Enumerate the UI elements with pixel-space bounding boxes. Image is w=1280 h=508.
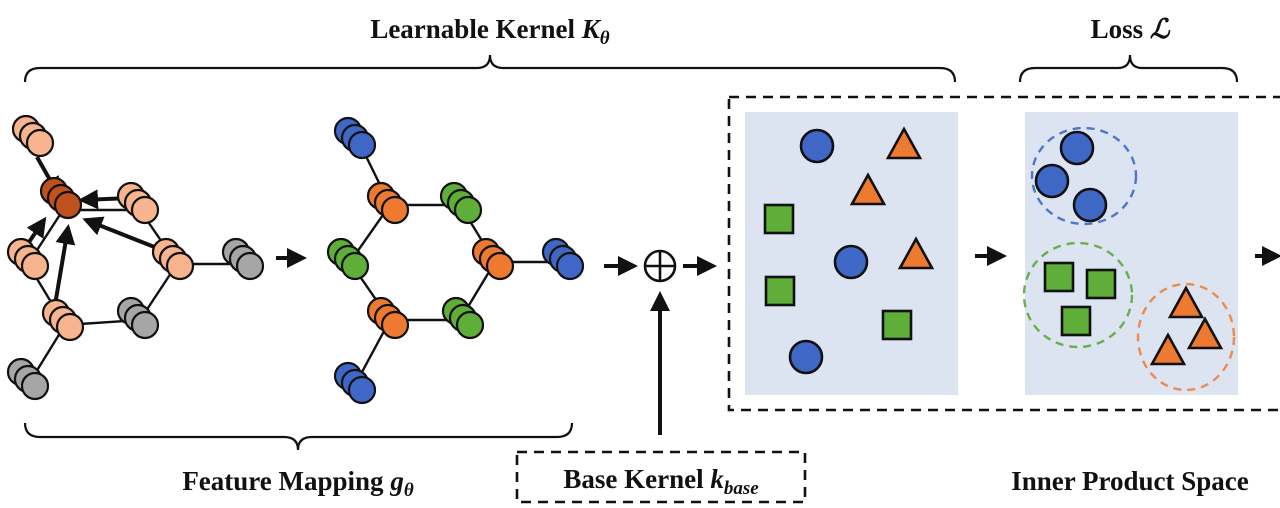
input-node — [11, 114, 55, 158]
circle-point — [1072, 187, 1108, 223]
input-graph — [6, 114, 265, 401]
inner-product-space-box — [727, 95, 1280, 412]
base-kernel-box — [515, 450, 807, 504]
mapped-node — [441, 296, 485, 340]
learnable-kernel-label: Learnable Kernel Kθ — [370, 14, 609, 49]
input-node — [151, 237, 195, 281]
input-node — [6, 237, 50, 281]
input-node — [116, 296, 160, 340]
message-arrow — [53, 224, 76, 306]
aggregated-node — [39, 176, 83, 220]
embedding-points — [763, 126, 935, 375]
mapped-node — [333, 361, 377, 405]
base-kernel-label: Base Kernel kbase — [563, 464, 759, 499]
green-cluster — [1022, 241, 1134, 349]
svg-text:Base Kernel kbase: Base Kernel kbase — [563, 464, 759, 499]
mapped-node — [366, 296, 410, 340]
feature-mapping-brace — [23, 422, 574, 451]
triangle-point — [1167, 285, 1205, 319]
mapped-node — [326, 237, 370, 281]
triangle-point — [1186, 316, 1224, 350]
svg-text:Inner Product Space: Inner Product Space — [1011, 466, 1249, 496]
learnable-kernel-brace — [23, 54, 957, 83]
clustered-points — [1022, 126, 1236, 392]
svg-text:Learnable Kernel Kθ: Learnable Kernel Kθ — [370, 14, 609, 49]
mapped-node — [333, 116, 377, 160]
triangle-point — [885, 126, 923, 160]
oplus-symbol — [643, 249, 677, 283]
loss-label: Loss ℒ — [1091, 14, 1171, 44]
input-node — [41, 298, 85, 342]
square-point — [763, 203, 795, 235]
circle-point — [799, 128, 835, 164]
blue-cluster — [1030, 126, 1138, 226]
message-arrow — [82, 216, 163, 252]
triangle-point — [1149, 332, 1187, 366]
feature-mapped-graph — [326, 116, 585, 405]
circle-point — [1034, 163, 1070, 199]
svg-text:Feature Mapping gθ: Feature Mapping gθ — [182, 466, 414, 501]
circle-point — [1059, 130, 1095, 166]
orange-cluster — [1136, 282, 1236, 392]
square-point — [1043, 261, 1075, 293]
mapped-node — [366, 181, 410, 225]
square-point — [1085, 268, 1117, 300]
clustered-panel — [1025, 112, 1238, 395]
circle-point — [788, 339, 824, 375]
input-node — [6, 357, 50, 401]
mapped-node — [471, 237, 515, 281]
circle-point — [833, 244, 869, 280]
triangle-point — [897, 236, 935, 270]
input-node — [221, 237, 265, 281]
square-point — [764, 275, 796, 307]
loss-brace — [1018, 54, 1239, 83]
input-node — [116, 181, 160, 225]
mapped-node — [439, 181, 483, 225]
inner-product-space-label: Inner Product Space — [1011, 466, 1249, 496]
triangle-point — [849, 172, 887, 206]
svg-text:Loss ℒ: Loss ℒ — [1091, 14, 1171, 44]
feature-mapping-label: Feature Mapping gθ — [182, 466, 414, 501]
mapped-node — [541, 237, 585, 281]
square-point — [881, 309, 913, 341]
square-point — [1060, 305, 1092, 337]
